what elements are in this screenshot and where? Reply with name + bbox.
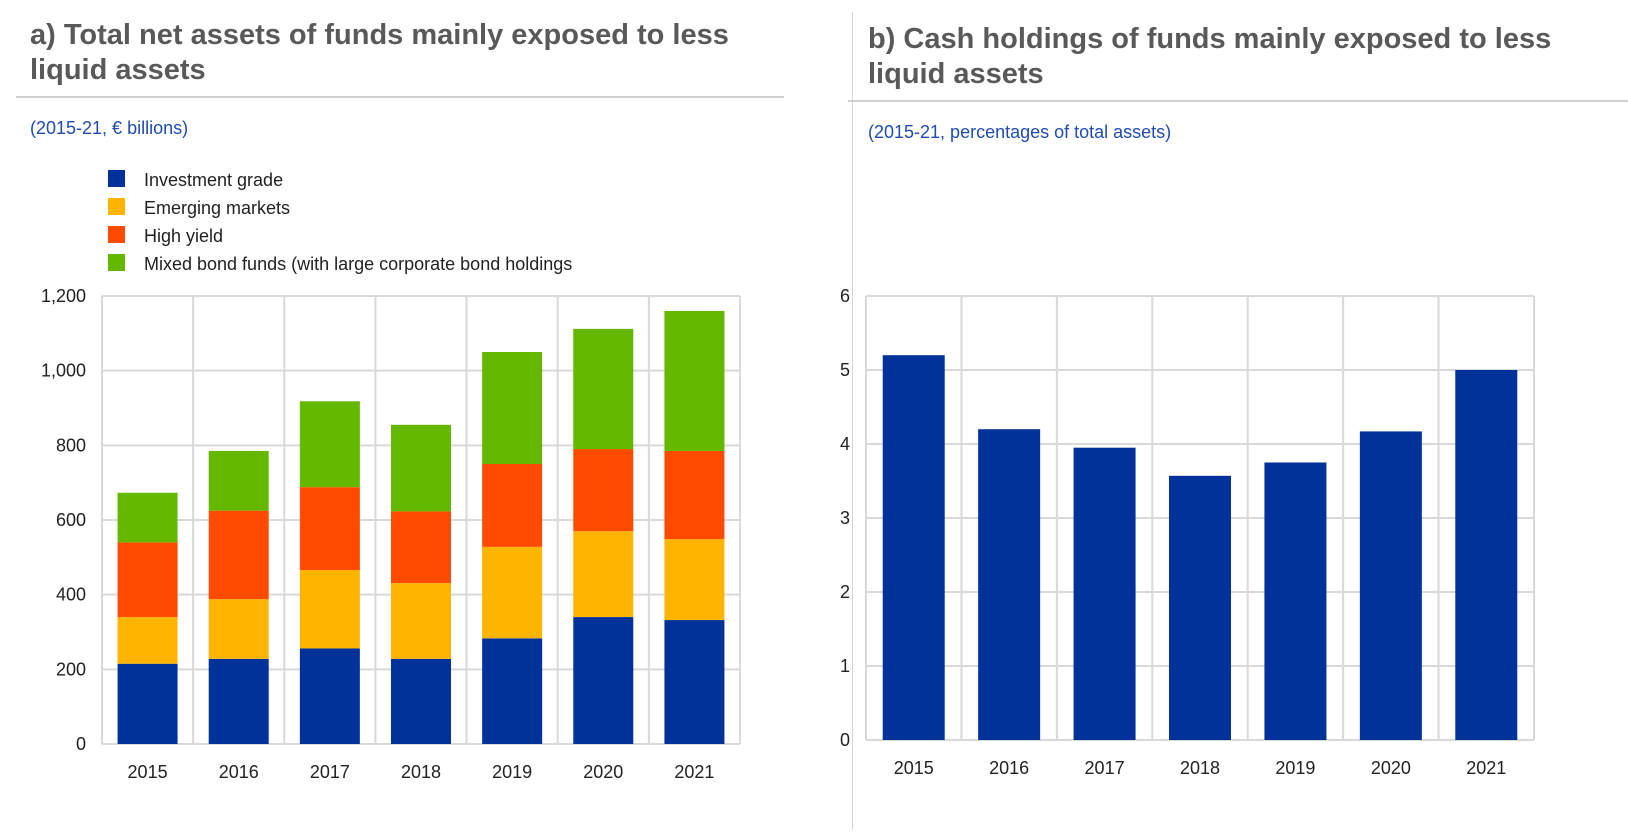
bar-segment-high-yield bbox=[391, 511, 451, 584]
bar-segment-emerging-markets bbox=[664, 539, 725, 621]
y-tick-label: 2 bbox=[840, 582, 850, 602]
bar-segment-investment-grade bbox=[482, 638, 543, 744]
bar-segment-investment-grade bbox=[664, 620, 725, 744]
bar-segment-mixed-bond-funds-with-large-corporate-bond-holdings bbox=[664, 310, 725, 451]
y-tick-label: 800 bbox=[56, 435, 86, 455]
bar-segment-investment-grade bbox=[391, 658, 451, 744]
chart-title-b: b) Cash holdings of funds mainly exposed… bbox=[868, 23, 1552, 90]
x-tick-label: 2020 bbox=[1371, 758, 1411, 778]
y-tick-label: 6 bbox=[840, 286, 850, 306]
bar bbox=[978, 429, 1041, 740]
x-tick-label: 2021 bbox=[674, 762, 714, 782]
legend-label: Emerging markets bbox=[144, 198, 291, 218]
bar bbox=[1073, 447, 1136, 740]
y-tick-label: 5 bbox=[840, 360, 850, 380]
y-tick-label: 1,000 bbox=[41, 361, 86, 381]
x-tick-label: 2016 bbox=[219, 762, 259, 782]
x-tick-label: 2015 bbox=[894, 758, 934, 778]
y-tick-label: 400 bbox=[56, 585, 86, 605]
bar-segment-investment-grade bbox=[208, 658, 269, 744]
y-tick-label: 1,200 bbox=[41, 286, 86, 306]
x-tick-label: 2019 bbox=[1275, 758, 1315, 778]
y-tick-label: 3 bbox=[840, 508, 850, 528]
title-divider-b bbox=[848, 100, 1628, 102]
bar bbox=[1455, 370, 1518, 740]
y-tick-label: 600 bbox=[56, 510, 86, 530]
bar-segment-high-yield bbox=[664, 450, 725, 540]
chart-subtitle-b: (2015-21, percentages of total assets) bbox=[868, 122, 1172, 142]
bar-segment-mixed-bond-funds-with-large-corporate-bond-holdings bbox=[208, 450, 269, 511]
x-tick-label: 2015 bbox=[128, 762, 168, 782]
chart-panel-b: b) Cash holdings of funds mainly exposed… bbox=[840, 0, 1628, 838]
bar bbox=[1169, 475, 1231, 740]
x-tick-label: 2021 bbox=[1466, 758, 1506, 778]
x-tick-label: 2017 bbox=[1085, 758, 1125, 778]
y-tick-label: 0 bbox=[840, 730, 850, 750]
y-tick-label: 1 bbox=[840, 656, 850, 676]
bar bbox=[882, 355, 945, 740]
bar-segment-emerging-markets bbox=[482, 546, 543, 639]
bar-segment-high-yield bbox=[208, 510, 269, 600]
bar bbox=[1359, 431, 1422, 740]
x-tick-label: 2016 bbox=[989, 758, 1029, 778]
legend-label: High yield bbox=[144, 226, 224, 246]
bar-segment-high-yield bbox=[299, 487, 360, 571]
bar-segment-mixed-bond-funds-with-large-corporate-bond-holdings bbox=[573, 328, 634, 450]
legend-swatch bbox=[108, 226, 125, 243]
bar-segment-mixed-bond-funds-with-large-corporate-bond-holdings bbox=[299, 401, 360, 488]
legend-label: Mixed bond funds (with large corporate b… bbox=[144, 254, 573, 274]
chart-panel-a: a) Total net assets of funds mainly expo… bbox=[0, 0, 800, 838]
bar bbox=[1264, 462, 1327, 740]
bar-segment-emerging-markets bbox=[208, 599, 269, 659]
x-tick-label: 2018 bbox=[1180, 758, 1220, 778]
stacked-bar-chart-a: 0 200 400 600 800 1,000 1,200 2015 2016 2017 2018 2… bbox=[41, 286, 741, 782]
legend-swatch bbox=[108, 254, 125, 271]
title-divider-a bbox=[16, 96, 784, 98]
legend-swatch bbox=[108, 170, 125, 187]
bar-segment-high-yield bbox=[482, 464, 543, 547]
bar-segment-emerging-markets bbox=[391, 583, 451, 659]
x-tick-label: 2019 bbox=[492, 762, 532, 782]
bar-segment-investment-grade bbox=[299, 648, 360, 744]
bar-segment-emerging-markets bbox=[299, 570, 360, 649]
y-tick-label: 4 bbox=[840, 434, 850, 454]
legend-swatch bbox=[108, 198, 125, 215]
y-tick-label: 200 bbox=[56, 659, 86, 679]
chart-title-a: a) Total net assets of funds mainly expo… bbox=[30, 19, 729, 86]
bar-segment-mixed-bond-funds-with-large-corporate-bond-holdings bbox=[482, 352, 543, 464]
bar-segment-investment-grade bbox=[117, 663, 178, 744]
bar-segment-high-yield bbox=[117, 542, 178, 618]
bar-segment-emerging-markets bbox=[117, 617, 178, 664]
x-tick-label: 2018 bbox=[401, 762, 441, 782]
legend-label: Investment grade bbox=[144, 170, 284, 190]
x-tick-label: 2017 bbox=[310, 762, 350, 782]
x-tick-label: 2020 bbox=[583, 762, 623, 782]
bar-segment-high-yield bbox=[573, 449, 634, 532]
panel-separator bbox=[852, 12, 853, 830]
chart-subtitle-a: (2015-21, € billions) bbox=[30, 118, 189, 138]
bar-chart-b: 0 1 2 3 4 5 6 2015 2016 2017 2018 2019 2020 2021 bbox=[840, 286, 1535, 778]
bar-segment-mixed-bond-funds-with-large-corporate-bond-holdings bbox=[391, 424, 451, 512]
bar-segment-investment-grade bbox=[573, 617, 634, 744]
bar-segment-emerging-markets bbox=[573, 531, 634, 618]
y-tick-label: 0 bbox=[76, 734, 86, 754]
bar-segment-mixed-bond-funds-with-large-corporate-bond-holdings bbox=[117, 492, 178, 543]
